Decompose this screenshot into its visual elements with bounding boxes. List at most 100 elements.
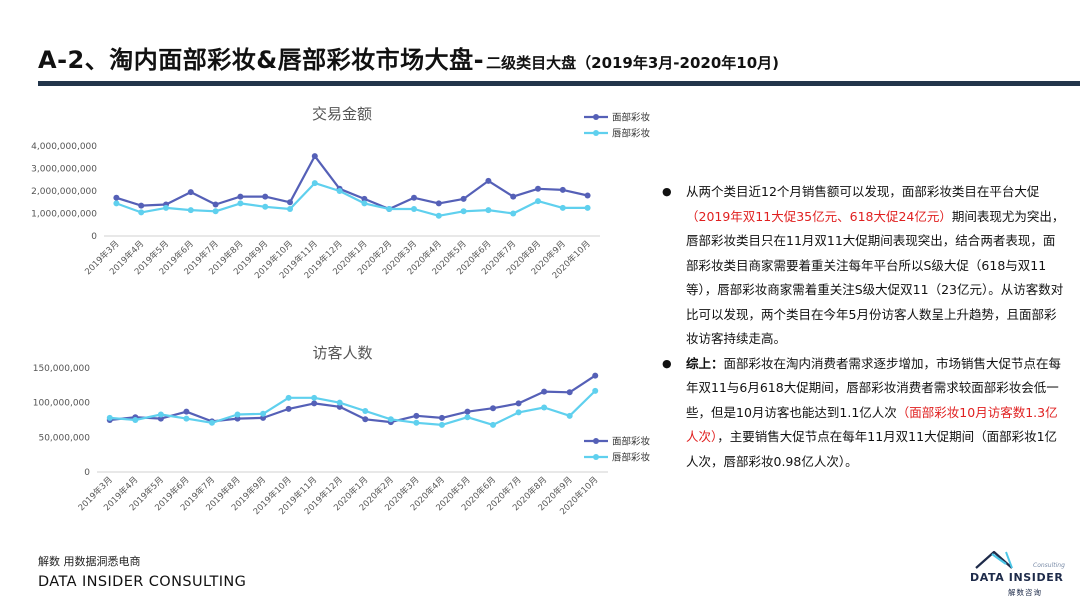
- title-sub: 二级类目大盘（2019年3月-2020年10月): [486, 54, 780, 72]
- legend-marker: [593, 130, 599, 136]
- data-point: [237, 200, 244, 207]
- y-tick-label: 0: [91, 232, 97, 242]
- bullet-segment-normal: 从两个类目近12个月销售额可以发现，面部彩妆类目在平台大促: [686, 184, 1040, 199]
- data-point: [106, 414, 113, 421]
- data-point: [187, 207, 194, 214]
- data-point: [157, 411, 164, 418]
- data-point: [237, 193, 244, 200]
- legend-label: 面部彩妆: [612, 436, 651, 448]
- bullet-item: ● 从两个类目近12个月销售额可以发现，面部彩妆类目在平台大促 （2019年双11大…: [662, 180, 1067, 352]
- data-point: [592, 387, 599, 394]
- data-point: [361, 195, 368, 202]
- data-point: [113, 200, 120, 207]
- data-point: [559, 204, 566, 211]
- series-line-lip: [116, 182, 588, 217]
- title-main: A-2、淘内面部彩妆&唇部彩妆市场大盘-: [38, 46, 485, 74]
- y-tick-label: 3,000,000,000: [31, 165, 97, 175]
- y-tick-label: 50,000,000: [38, 433, 90, 443]
- series-line-lip: [109, 390, 596, 426]
- charts-canvas: 交易金额 0 1,000,000,000 2,000,000,000 3,000,000…: [31, 105, 651, 517]
- data-point: [285, 405, 292, 412]
- page-title: A-2、淘内面部彩妆&唇部彩妆市场大盘- 二级类目大盘（2019年3月-2020…: [38, 40, 779, 80]
- data-point: [584, 204, 591, 211]
- series-line-face: [116, 155, 588, 211]
- legend-marker: [593, 454, 599, 460]
- legend-marker: [593, 438, 599, 444]
- data-point: [287, 199, 293, 206]
- data-point: [535, 185, 541, 192]
- data-insider-logo-icon: [975, 550, 1013, 569]
- data-point: [460, 208, 467, 215]
- data-point: [336, 403, 343, 410]
- data-point: [592, 372, 599, 379]
- data-point: [260, 414, 267, 421]
- data-point: [411, 194, 417, 201]
- data-point: [464, 408, 471, 415]
- data-point: [138, 202, 145, 209]
- bullet-segment-bold: 综上：: [686, 355, 724, 371]
- legend-label: 唇部彩妆: [612, 128, 651, 140]
- data-point: [438, 421, 445, 428]
- data-point: [490, 405, 497, 412]
- data-point: [311, 394, 318, 401]
- bullet-dot-icon: ●: [662, 185, 672, 198]
- data-point: [183, 408, 190, 415]
- data-point: [287, 206, 293, 212]
- data-point: [413, 412, 420, 419]
- data-point: [362, 416, 369, 423]
- footer-slogan: 解数 用数据洞悉电商: [38, 555, 141, 568]
- data-point: [438, 414, 445, 421]
- data-point: [485, 207, 492, 214]
- logo-cn: 解数咨询: [1008, 588, 1042, 597]
- data-point: [515, 409, 522, 416]
- data-point: [361, 200, 368, 207]
- data-point: [460, 195, 467, 202]
- legend-label: 面部彩妆: [612, 112, 651, 124]
- bullet-item: ● 综上：面部彩妆在淘内消费者需求逐步增加，市场销售大促节点在每年双11与6月61…: [662, 352, 1067, 475]
- data-point: [510, 210, 517, 217]
- data-point: [234, 411, 241, 418]
- data-point: [262, 193, 269, 200]
- data-point: [311, 180, 318, 187]
- data-point: [535, 198, 541, 205]
- data-point: [485, 177, 492, 184]
- data-point: [212, 201, 219, 208]
- bullet-dot-icon: ●: [662, 356, 672, 370]
- data-point: [311, 153, 318, 160]
- bullet-segment-normal: 期间表现尤为突出，唇部彩妆类目只在11月双11大促期间表现突出，结合两者表现，面…: [686, 208, 1065, 347]
- footer-company: DATA INSIDER CONSULTING: [38, 574, 247, 590]
- data-point: [510, 193, 517, 200]
- data-point: [566, 389, 573, 396]
- data-point: [132, 417, 139, 423]
- title-divider: [38, 81, 1080, 86]
- series-line-face: [109, 374, 596, 424]
- analysis-text: ● 从两个类目近12个月销售额可以发现，面部彩妆类目在平台大促 （2019年双11大…: [662, 180, 1067, 474]
- data-point: [559, 186, 566, 193]
- y-tick-label: 0: [84, 468, 90, 478]
- data-point: [387, 416, 394, 423]
- data-point: [183, 415, 190, 422]
- data-point: [187, 189, 194, 196]
- data-point: [541, 388, 548, 395]
- data-point: [163, 204, 169, 211]
- legend-label: 唇部彩妆: [612, 452, 651, 464]
- data-point: [584, 192, 591, 199]
- data-point: [490, 421, 497, 428]
- bullet-segment-normal: 面部彩妆在淘内消费者需求逐步增加，市场销售大促节点在每年双11与6月618大促期…: [686, 355, 1062, 420]
- y-tick-label: 2,000,000,000: [31, 187, 97, 197]
- bullet-segment-normal: ，主要销售大促节点在每年11月双11大促期间（面部彩妆1亿人次，唇部彩妆0.98…: [686, 429, 1058, 469]
- data-point: [234, 415, 241, 422]
- y-tick-label: 4,000,000,000: [31, 142, 97, 152]
- logo-name: DATA INSIDER: [970, 571, 1064, 584]
- logo-consulting: Consulting: [1033, 562, 1065, 569]
- data-point: [541, 404, 548, 411]
- y-tick-label: 150,000,000: [33, 364, 91, 374]
- bullet-segment-red: （2019年双11大促35亿元、618大促24亿元）: [686, 208, 952, 224]
- y-tick-label: 100,000,000: [33, 399, 91, 409]
- data-point: [464, 414, 471, 421]
- data-point: [285, 394, 292, 401]
- data-point: [411, 206, 417, 212]
- data-point: [566, 412, 573, 419]
- bullet-segment-red: （面部彩妆10月访客数1.3亿人次）: [686, 404, 1058, 445]
- data-point: [362, 407, 369, 414]
